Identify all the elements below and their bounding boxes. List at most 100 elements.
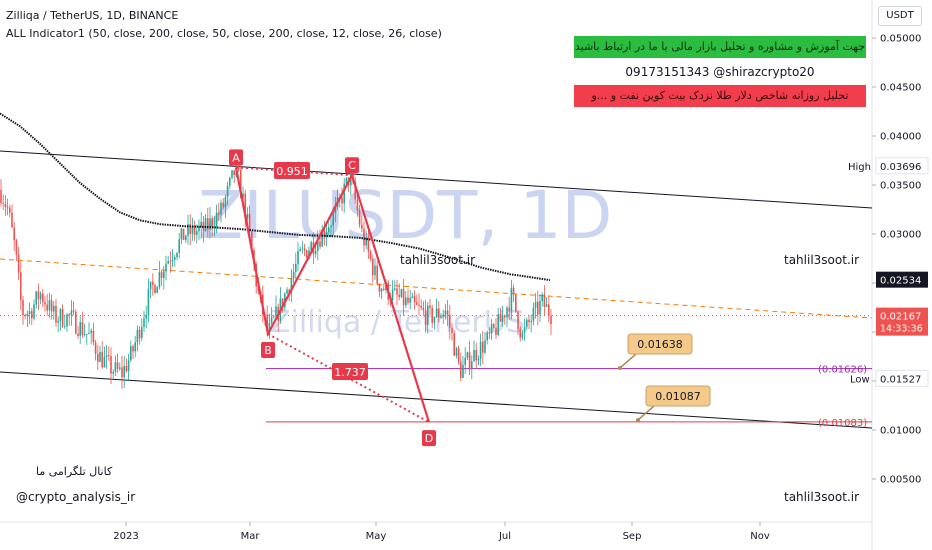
candle-body xyxy=(413,296,416,303)
candle-body xyxy=(94,342,97,354)
candle-body xyxy=(369,251,372,259)
candle-body xyxy=(116,362,119,369)
candle-body xyxy=(435,308,438,317)
currency-button[interactable]: USDT xyxy=(878,6,922,26)
indicator-legend[interactable]: ALL Indicator1 (50, close, 200, close, 5… xyxy=(6,27,442,40)
symbol-watermark: ZILUSDT, 1D xyxy=(198,177,612,254)
candle-body xyxy=(510,287,513,312)
candle-body xyxy=(246,213,249,219)
site-label-bottom: tahlil3soot.ir xyxy=(784,490,860,504)
candle-body xyxy=(180,228,183,240)
candle-body xyxy=(97,353,99,362)
candle-body xyxy=(418,304,420,306)
candle-body xyxy=(92,330,95,343)
moving-average-line[interactable] xyxy=(0,112,551,282)
candle-body xyxy=(486,332,488,341)
candle-body xyxy=(501,315,504,322)
candle-body xyxy=(220,202,222,215)
candle-body xyxy=(396,288,398,295)
point-d-bg[interactable] xyxy=(422,430,436,447)
point-c: C xyxy=(348,159,356,172)
callout-label: 0.01638 xyxy=(637,338,683,351)
point-a-bg[interactable] xyxy=(229,149,243,166)
candle-body xyxy=(361,224,363,229)
bar-countdown: 14:33:36 xyxy=(880,324,923,335)
candle-body xyxy=(504,315,506,318)
candle-body xyxy=(523,327,526,333)
candle-body xyxy=(242,193,244,199)
candle-body xyxy=(53,305,55,312)
ratio-label-bg[interactable] xyxy=(332,363,368,380)
candle-body xyxy=(442,314,444,317)
high-label: High xyxy=(848,162,871,173)
candle-body xyxy=(20,272,22,300)
candle-body xyxy=(145,314,147,319)
point-b-bg[interactable] xyxy=(261,341,275,358)
candle-body xyxy=(176,252,178,258)
candle-body xyxy=(218,212,220,215)
high-tag xyxy=(875,157,929,175)
ratio-label-bg[interactable] xyxy=(274,162,310,179)
candle-body xyxy=(519,328,521,338)
callout-box[interactable] xyxy=(627,333,693,355)
candle-body xyxy=(178,239,180,253)
candle-body xyxy=(105,355,108,358)
candle-body xyxy=(6,206,9,208)
candle-body xyxy=(15,240,18,255)
candle-body xyxy=(224,197,227,208)
candle-body xyxy=(477,358,480,361)
candle-body xyxy=(482,341,484,353)
dashed-trend-line[interactable] xyxy=(0,258,873,319)
candle-body xyxy=(13,227,15,241)
candle-body xyxy=(462,364,464,378)
level-label: (0.01626) xyxy=(818,365,867,376)
candle-body xyxy=(363,228,365,246)
x-tick-label: Sep xyxy=(623,531,642,542)
candle-body xyxy=(506,307,508,318)
candle-body xyxy=(152,281,154,286)
candle-body xyxy=(301,248,304,250)
candle-body xyxy=(330,225,332,228)
channel-upper-line[interactable] xyxy=(0,150,873,209)
candle-body xyxy=(193,225,196,235)
candle-body xyxy=(268,322,271,331)
candle-body xyxy=(125,365,128,372)
abcd-pattern-line[interactable] xyxy=(234,167,431,423)
candle-body xyxy=(341,197,343,204)
ratio-line-ac[interactable] xyxy=(235,166,353,177)
candle-body xyxy=(499,314,502,322)
callout-box[interactable] xyxy=(645,385,711,407)
point-c-bg[interactable] xyxy=(345,157,359,174)
candle-body xyxy=(457,348,460,362)
candle-body xyxy=(411,296,414,298)
candle-body xyxy=(372,258,374,276)
candle-body xyxy=(475,349,477,361)
banner-blank xyxy=(574,10,866,32)
channel-lower-line[interactable] xyxy=(0,371,873,429)
candle-body xyxy=(33,304,35,319)
candle-body xyxy=(154,285,156,293)
y-tick-label: 0.01000 xyxy=(880,426,921,437)
callout-pointer xyxy=(619,353,637,369)
candle-body xyxy=(134,342,136,352)
candle-body xyxy=(422,307,425,311)
candle-body xyxy=(383,288,385,290)
candle-body xyxy=(59,309,62,321)
candle-body xyxy=(24,315,26,317)
candle-body xyxy=(471,361,473,370)
candle-body xyxy=(376,265,378,284)
candle-body xyxy=(0,189,2,204)
candle-body xyxy=(244,193,246,219)
candle-body xyxy=(112,371,114,374)
candle-body xyxy=(160,272,163,278)
candle-body xyxy=(149,281,152,290)
level-label: (0.01083) xyxy=(818,418,867,429)
candle-body xyxy=(273,316,275,318)
candle-body xyxy=(174,257,176,260)
candle-body xyxy=(275,306,277,317)
candle-body xyxy=(416,302,418,305)
candle-body xyxy=(541,294,543,301)
candle-body xyxy=(187,224,189,236)
candle-body xyxy=(466,352,469,358)
